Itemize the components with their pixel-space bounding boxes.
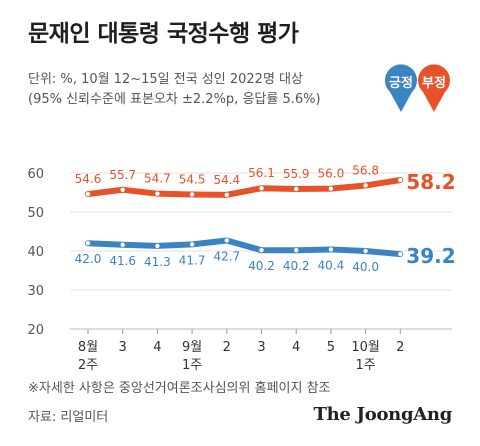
data-point [259, 248, 264, 253]
data-label: 54.6 [75, 172, 102, 186]
legend-negative-label: 부정 [422, 76, 446, 91]
data-label: 54.5 [179, 172, 206, 186]
x-tick-sublabel: 1주 [355, 358, 375, 373]
x-tick-label: 2 [223, 340, 231, 355]
y-tick-label: 40 [27, 245, 44, 260]
x-tick-label: 4 [153, 340, 161, 355]
data-point [120, 187, 125, 192]
data-label: 54.7 [144, 172, 171, 186]
data-point [363, 248, 368, 254]
data-label: 42.0 [75, 252, 102, 266]
series-line-positive [85, 237, 404, 258]
data-label: 55.7 [109, 168, 136, 182]
data-label-latest: 39.2 [406, 244, 455, 268]
data-point [259, 186, 264, 191]
data-point [398, 251, 403, 257]
data-label: 40.4 [318, 258, 345, 272]
pin-icon [418, 64, 450, 112]
legend-negative: 부정 [414, 62, 454, 114]
x-tick-label: 8월 [78, 340, 98, 355]
y-tick-label: 50 [27, 206, 44, 221]
subtitle-line-2: (95% 신뢰수준에 표본오차 ±2.2%p, 응답률 5.6%) [28, 92, 321, 107]
data-label: 56.0 [318, 167, 345, 181]
data-point [363, 183, 368, 188]
data-point [189, 242, 195, 247]
data-point [224, 192, 229, 198]
x-tick-label: 9월 [182, 340, 202, 355]
data-point [224, 238, 229, 243]
data-point [294, 186, 299, 192]
source-note: 자료: 리얼미터 [28, 410, 109, 425]
data-point [328, 247, 334, 252]
data-label: 54.4 [213, 173, 240, 187]
data-label-latest: 58.2 [406, 170, 455, 194]
x-tick-label: 5 [327, 340, 335, 355]
data-point [155, 191, 160, 196]
data-label: 55.9 [283, 167, 310, 181]
data-point [85, 191, 91, 197]
x-tick-label: 4 [292, 340, 300, 355]
chart-title: 문재인 대통령 국정수행 평가 [28, 21, 299, 47]
legend-positive-label: 긍정 [389, 76, 413, 91]
data-label: 41.3 [144, 255, 171, 269]
data-label: 40.0 [352, 260, 379, 274]
data-label: 56.8 [352, 163, 379, 177]
x-tick-sublabel: 1주 [182, 358, 202, 373]
data-point [328, 186, 334, 191]
y-tick-label: 30 [27, 284, 44, 299]
x-tick-sublabel: 2주 [78, 358, 98, 373]
footnote: ※자세한 사항은 중앙선거여론조사심의위 홈페이지 참조 [28, 381, 331, 396]
data-label: 41.7 [179, 253, 206, 267]
legend-positive: 긍정 [381, 62, 421, 114]
data-label: 40.2 [283, 259, 310, 273]
x-tick-label: 2 [396, 340, 404, 355]
subtitle-line-1: 단위: %, 10월 12~15일 전국 성인 2022명 대상 [28, 72, 303, 87]
series-line-negative [85, 177, 404, 198]
x-tick-label: 3 [119, 340, 127, 355]
x-tick-label: 3 [257, 340, 265, 355]
data-point [189, 192, 195, 197]
data-label: 41.6 [109, 254, 136, 268]
y-tick-label: 20 [27, 323, 44, 338]
brand-logo: The JoongAng [313, 404, 453, 425]
data-point [85, 241, 91, 246]
chart-subtitle: 단위: %, 10월 12~15일 전국 성인 2022명 대상 (95% 신뢰… [28, 70, 321, 110]
data-label: 40.2 [248, 259, 275, 273]
data-point [120, 242, 125, 247]
pin-icon [385, 64, 417, 112]
data-point [398, 177, 403, 183]
x-tick-label: 10월 [351, 340, 380, 355]
data-point [155, 243, 160, 249]
data-label: 42.7 [213, 249, 240, 263]
data-label: 56.1 [248, 166, 275, 180]
data-point [294, 248, 299, 253]
y-tick-label: 60 [27, 167, 44, 182]
